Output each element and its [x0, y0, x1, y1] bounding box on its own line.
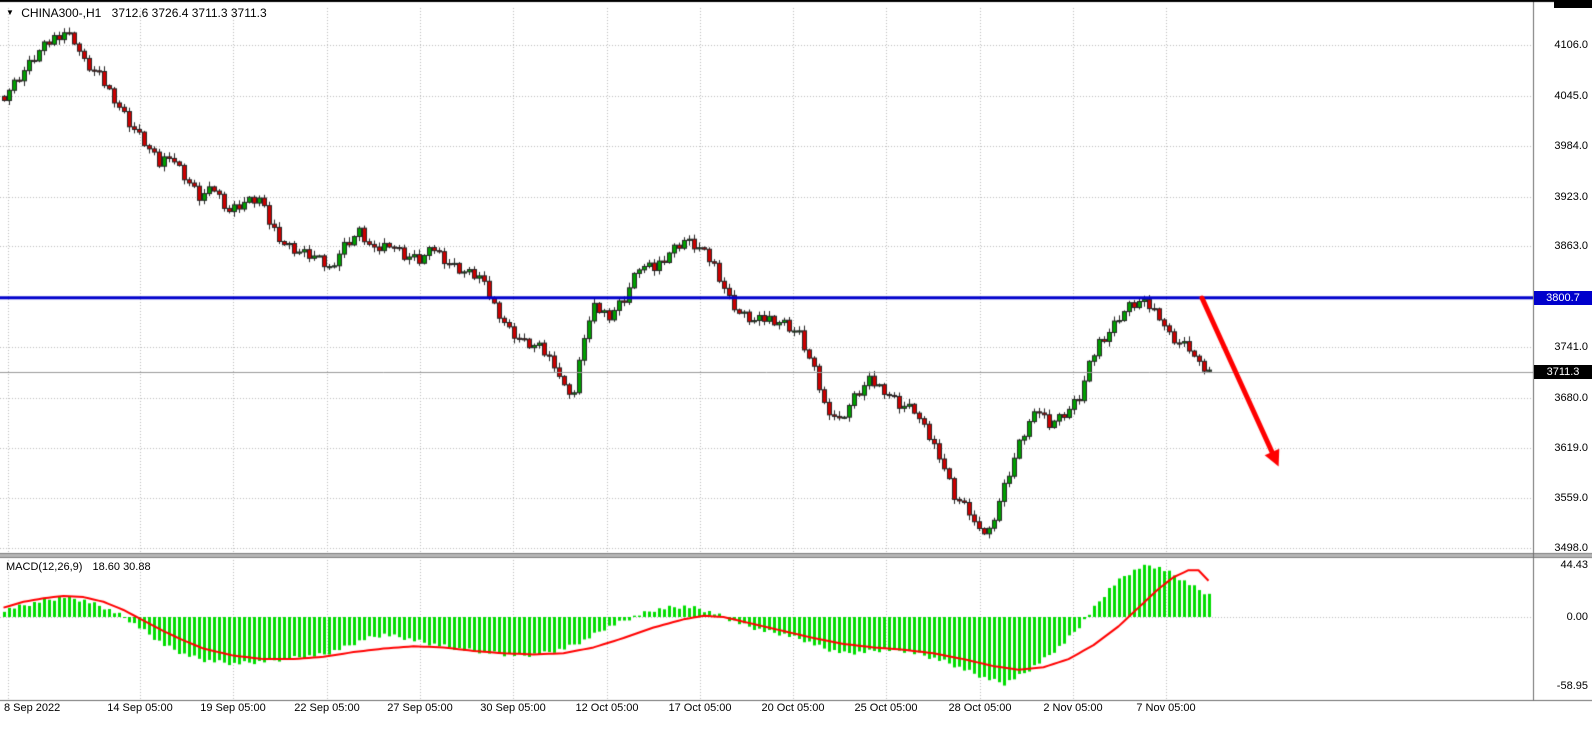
macd-axis[interactable]: 44.43 0.00 -58.95 — [1534, 0, 1592, 735]
time-axis-label: 7 Nov 05:00 — [1136, 702, 1196, 714]
time-axis-label: 20 Oct 05:00 — [761, 702, 825, 714]
last-price-badge: 3711.3 — [1534, 364, 1592, 379]
time-axis-label: 8 Sep 2022 — [4, 702, 61, 714]
symbol-info: ▼ CHINA300-,H1 3712.6 3726.4 3711.3 3711… — [6, 6, 274, 20]
price-axis-label: 3680.0 — [1554, 391, 1588, 404]
price-axis-label: 4045.0 — [1554, 89, 1588, 102]
time-axis-label: 14 Sep 05:00 — [107, 702, 173, 714]
price-axis[interactable]: 4106.0 4045.0 3984.0 3923.0 3863.0 3741.0 3680… — [1534, 0, 1592, 735]
macd-values-label: 18.60 30.88 — [92, 561, 151, 573]
macd-axis-label: -58.95 — [1556, 679, 1588, 692]
time-axis-label: 17 Oct 05:00 — [668, 702, 732, 714]
time-axis-label: 25 Oct 05:00 — [854, 702, 918, 714]
price-axis-label: 3619.0 — [1554, 442, 1588, 455]
price-axis-label: 3559.0 — [1554, 491, 1588, 504]
price-axis-label: 3923.0 — [1554, 190, 1588, 203]
time-axis-label: 2 Nov 05:00 — [1043, 702, 1103, 714]
macd-name-label: MACD(12,26,9) — [6, 561, 83, 573]
price-axis-label: 3498.0 — [1554, 542, 1588, 555]
time-axis-label: 28 Oct 05:00 — [948, 702, 1012, 714]
time-axis[interactable]: 8 Sep 2022 14 Sep 05:00 19 Sep 05:00 22 Sep… — [0, 702, 1592, 722]
macd-axis-label: 0.00 — [1566, 611, 1588, 623]
price-axis-label: 3863.0 — [1554, 240, 1588, 253]
quote-ohlc-line: 3712.6 3726.4 3711.3 3711.3 — [111, 6, 267, 20]
symbol-period-label: CHINA300-,H1 — [21, 6, 102, 20]
price-axis-label: 3984.0 — [1554, 140, 1588, 153]
time-axis-label: 12 Oct 05:00 — [575, 702, 639, 714]
macd-indicator-label: MACD(12,26,9) 18.60 30.88 — [6, 561, 158, 573]
window-corner-decoration — [1554, 0, 1592, 8]
symbol-dropdown-icon[interactable]: ▼ — [6, 8, 14, 17]
macd-axis-label: 44.43 — [1560, 559, 1588, 572]
price-axis-label: 4106.0 — [1554, 39, 1588, 51]
hline-price-badge: 3800.7 — [1534, 290, 1592, 305]
time-axis-label: 22 Sep 05:00 — [294, 702, 360, 714]
time-axis-label: 30 Sep 05:00 — [480, 702, 546, 714]
time-axis-label: 19 Sep 05:00 — [200, 702, 266, 714]
price-axis-label: 3741.0 — [1554, 341, 1588, 354]
time-axis-label: 27 Sep 05:00 — [387, 702, 453, 714]
